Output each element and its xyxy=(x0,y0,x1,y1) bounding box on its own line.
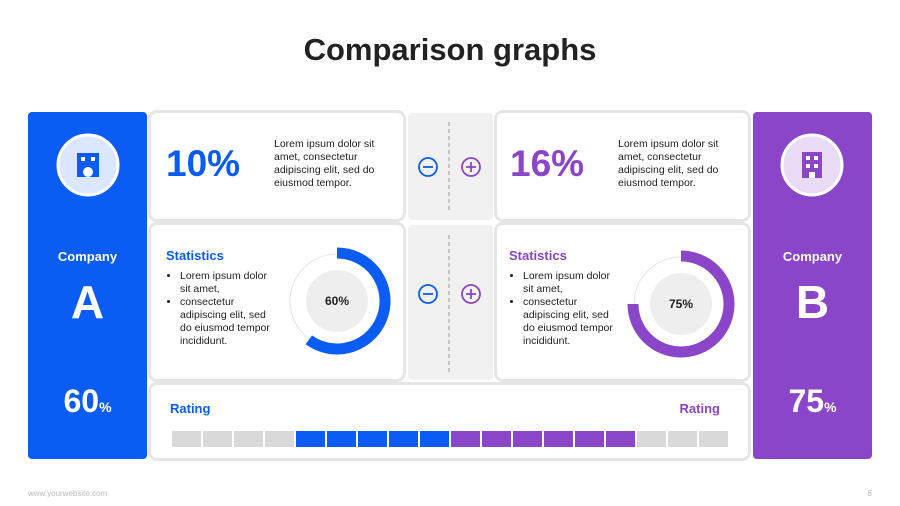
company-label: Company xyxy=(57,249,118,264)
headline-text: Lorem ipsum dolor sit amet, consectetur … xyxy=(618,138,719,189)
stats-title: Statistics xyxy=(166,248,224,263)
company-letter: A xyxy=(70,276,105,328)
company-share: 60% xyxy=(28,383,147,420)
stats-title: Statistics xyxy=(509,248,567,263)
rating-bar xyxy=(172,431,728,447)
headline: 16% xyxy=(510,143,585,184)
share-unit: % xyxy=(824,399,837,415)
bullet: consectetur adipiscing elit, sed do eius… xyxy=(180,296,279,348)
share-value: 60 xyxy=(63,383,100,419)
headline-text: Lorem ipsum dolor sit amet, consectetur … xyxy=(274,138,375,189)
plus-button[interactable] xyxy=(461,157,481,177)
plus-button[interactable] xyxy=(461,284,481,304)
donut-base xyxy=(289,253,729,352)
company-icon xyxy=(56,133,120,197)
donut-label: 75% xyxy=(668,297,694,311)
page-number: 6 xyxy=(867,489,872,498)
minus-button[interactable] xyxy=(418,284,438,304)
minus-button[interactable] xyxy=(418,157,438,177)
company-label: Company xyxy=(782,249,843,264)
company-share: 75% xyxy=(753,383,872,420)
divider-panel xyxy=(408,113,493,220)
headline: 10% xyxy=(166,143,241,184)
bullet: Lorem ipsum dolor sit amet, xyxy=(180,270,279,296)
card xyxy=(497,113,748,219)
rating-label: Rating xyxy=(679,401,720,416)
donut-label: 60% xyxy=(324,294,350,308)
bullet: Lorem ipsum dolor sit amet, xyxy=(523,270,622,296)
share-value: 75 xyxy=(788,383,825,419)
share-unit: % xyxy=(99,399,112,415)
card xyxy=(151,113,403,219)
donut-arc xyxy=(627,250,735,358)
divider-panel xyxy=(408,225,493,380)
footer-website: www.yourwebsite.com xyxy=(28,489,108,498)
title: Comparison graphs xyxy=(303,32,597,67)
bullet: consectetur adipiscing elit, sed do eius… xyxy=(523,296,622,348)
rating-label: Rating xyxy=(170,401,211,416)
company-letter: B xyxy=(795,276,830,328)
company-icon xyxy=(780,133,844,197)
donut-arc xyxy=(305,247,391,355)
stats-list: Lorem ipsum dolor sit amet,consectetur a… xyxy=(167,270,279,348)
stats-list: Lorem ipsum dolor sit amet,consectetur a… xyxy=(510,270,622,348)
